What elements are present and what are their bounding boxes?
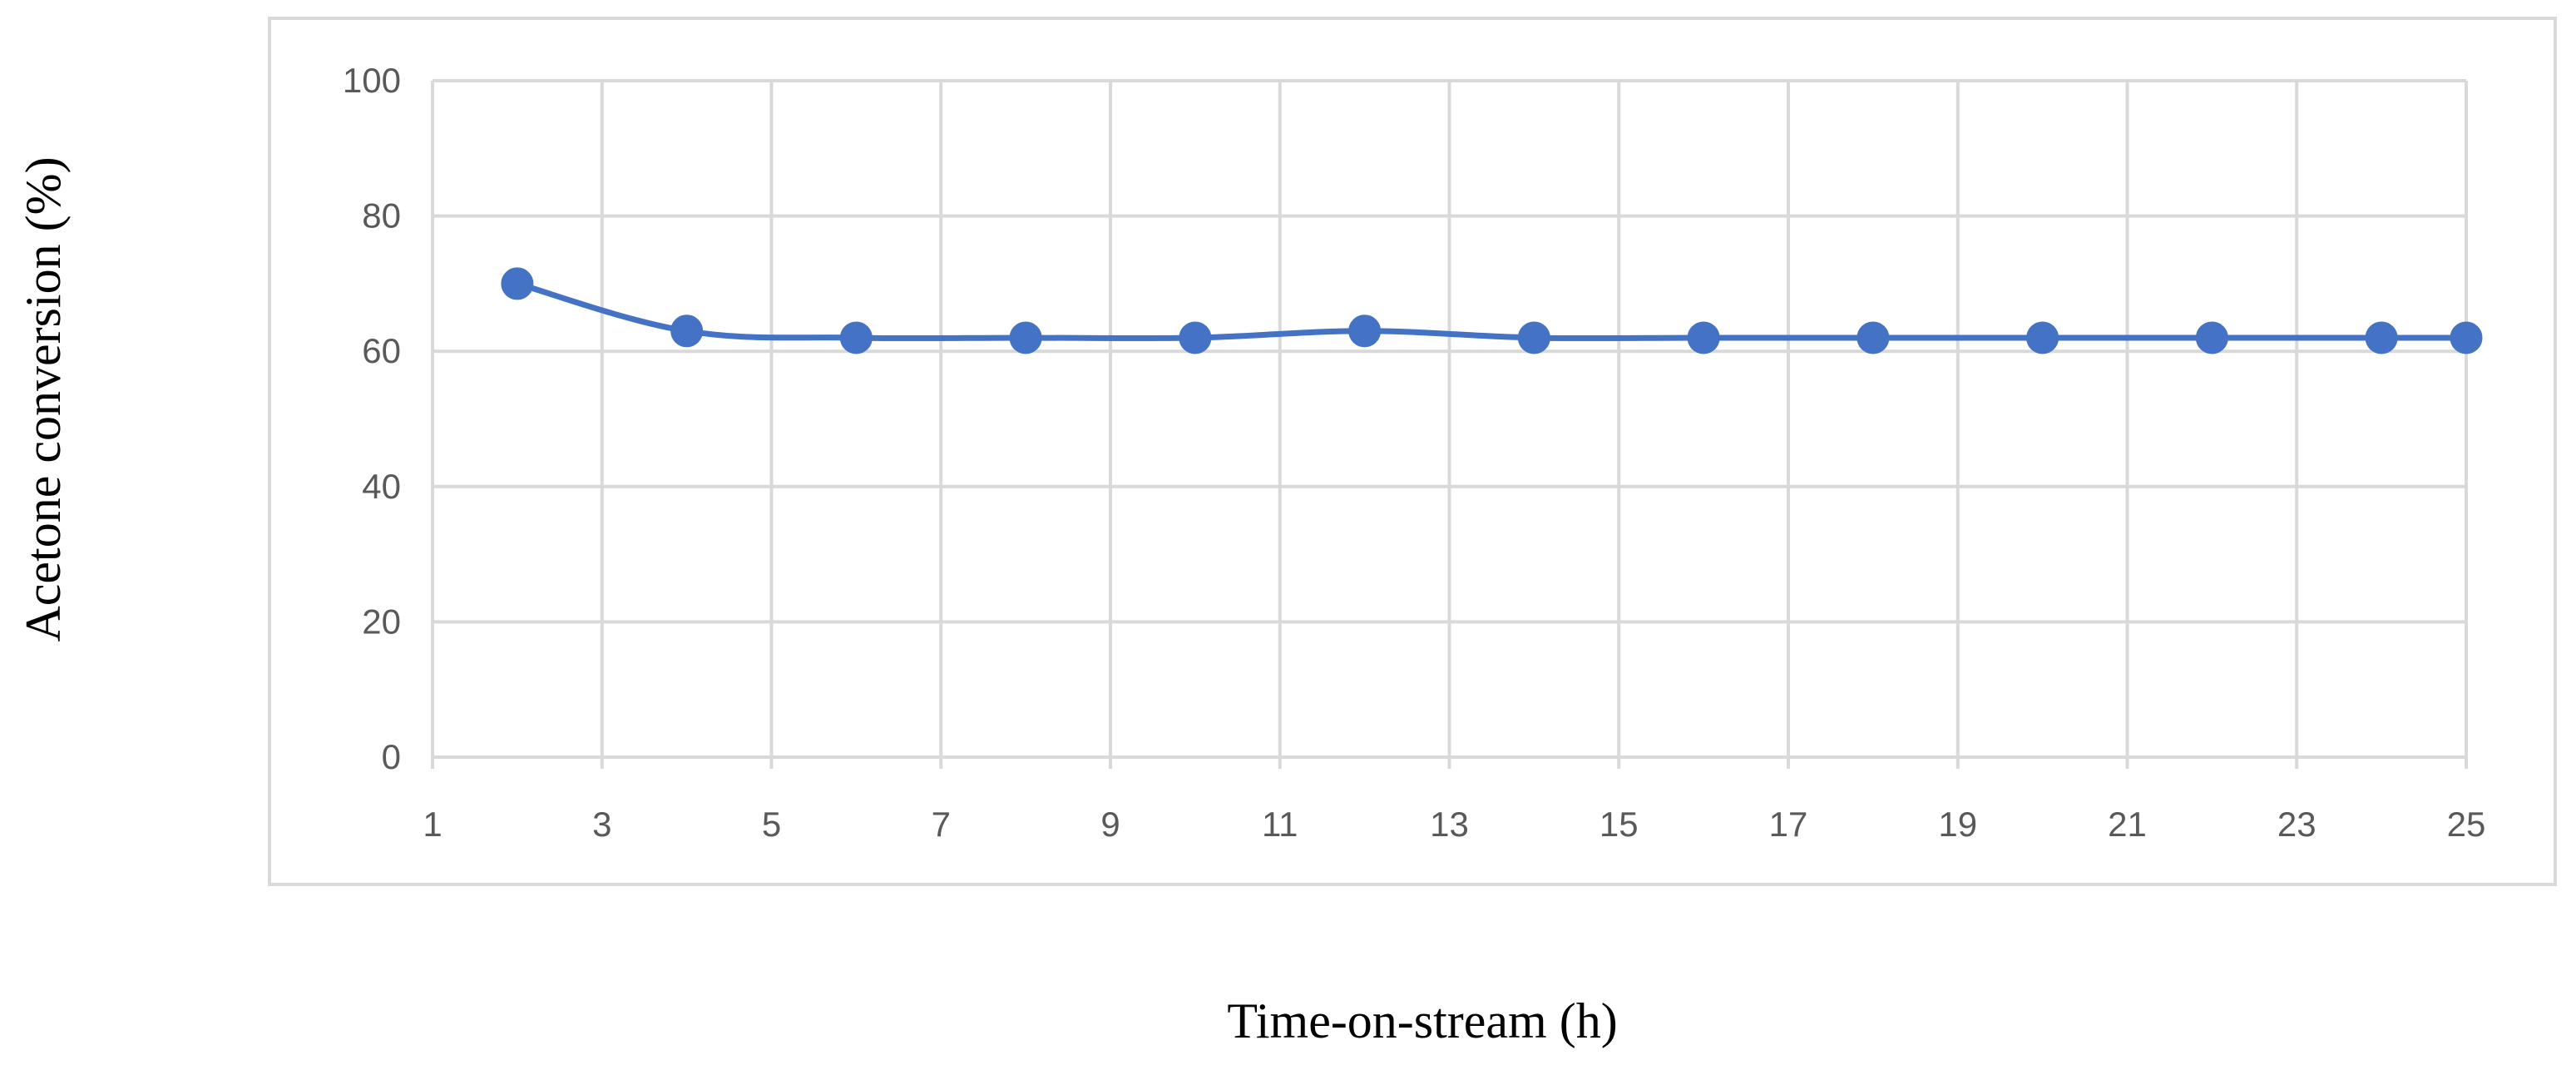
x-tick-label: 3 <box>592 805 611 844</box>
data-point-marker <box>1009 321 1042 354</box>
x-tick-label: 17 <box>1769 805 1808 844</box>
data-point-marker <box>1687 321 1720 354</box>
y-tick-label: 0 <box>382 737 401 776</box>
y-tick-label: 80 <box>362 196 401 235</box>
x-tick-label: 7 <box>932 805 951 844</box>
y-tick-label: 60 <box>362 331 401 370</box>
x-tick-labels: 1 3 5 7 9 11 13 15 17 19 21 23 25 <box>423 805 2485 844</box>
x-tick-label: 5 <box>762 805 781 844</box>
x-tick-label: 9 <box>1100 805 1120 844</box>
x-tick-label: 13 <box>1430 805 1469 844</box>
x-tick-label: 23 <box>2277 805 2316 844</box>
data-point-marker <box>2450 321 2483 354</box>
x-tick-label: 11 <box>1262 805 1298 844</box>
x-tick-label: 1 <box>423 805 442 844</box>
data-series <box>501 267 2483 354</box>
y-tick-label: 100 <box>343 61 401 100</box>
x-tick-label: 25 <box>2447 805 2486 844</box>
gridlines <box>431 79 2468 769</box>
data-point-marker <box>501 267 534 300</box>
x-axis-title: Time-on-stream (h) <box>1227 993 1617 1048</box>
y-tick-labels: 0 20 40 60 80 100 <box>343 61 401 776</box>
data-point-marker <box>1517 321 1550 354</box>
data-point-marker <box>2365 321 2398 354</box>
series-line <box>514 280 2470 342</box>
data-point-marker <box>670 315 704 348</box>
data-point-marker <box>1179 321 1212 354</box>
y-tick-label: 40 <box>362 467 401 506</box>
data-point-marker <box>839 321 873 354</box>
x-tick-label: 15 <box>1599 805 1639 844</box>
chart-area-frame <box>268 17 2557 886</box>
data-point-marker <box>1348 315 1382 348</box>
data-point-marker <box>2026 321 2059 354</box>
data-point-marker <box>1857 321 1890 354</box>
x-tick-label: 19 <box>1938 805 1977 844</box>
data-point-marker <box>2195 321 2228 354</box>
y-axis-title: Acetone conversion (%) <box>16 156 71 641</box>
y-tick-label: 20 <box>362 602 401 641</box>
x-tick-label: 21 <box>2108 805 2147 844</box>
